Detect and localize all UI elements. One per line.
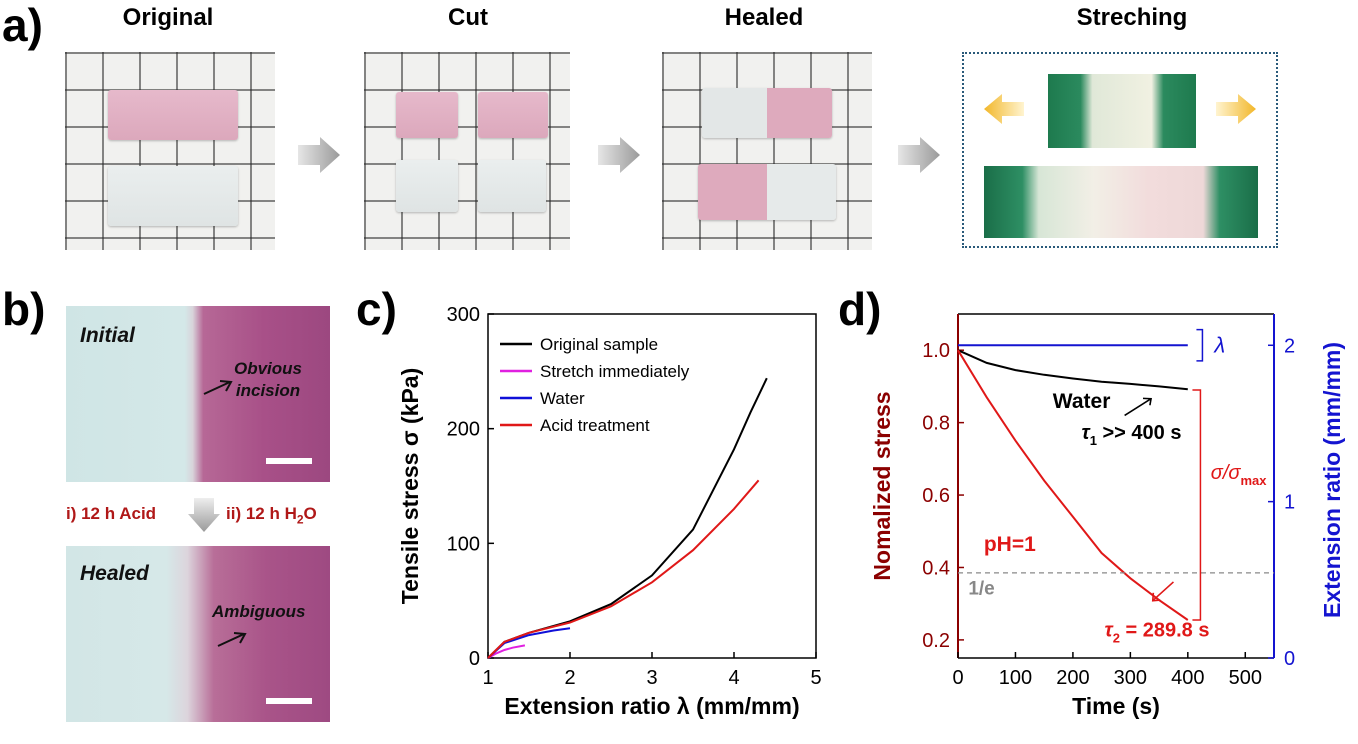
y-tick-right-label: 0 [1284,648,1295,670]
x-axis-label: Extension ratio λ (mm/mm) [504,693,799,719]
incision-label: Obvious incision [234,359,303,400]
stretch-photo-large [984,166,1258,238]
stretch-photo-small [1048,74,1196,148]
step-acid: i) 12 h Acid [66,504,157,523]
initial-label: Initial [80,324,135,347]
arrow-icon [203,380,233,395]
white-piece-left [396,160,458,212]
x-tick-label: 0 [952,667,963,689]
photo-cut [364,52,570,250]
chart-tensile: 1 2 3 4 5 0 100 200 300 Original sample Stretch i… [397,304,822,719]
arrow-right-icon [898,137,940,173]
y-tick-right-label: 2 [1284,335,1295,357]
annotation-tau1: τ1 >> 400 s [1082,422,1182,448]
x-tick-label: 500 [1229,667,1262,689]
x-tick-label: 400 [1171,667,1204,689]
photo-healed [662,52,872,250]
y-tick-label: 200 [447,419,480,441]
arrow-head-icon [1142,397,1152,406]
y-tick-left-label: 0.2 [922,630,950,652]
y-tick-left-label: 0.6 [922,485,950,507]
y-axis-right-label: Extension ratio (mm/mm) [1319,342,1345,618]
arrow-right-icon [1216,94,1256,124]
x-tick-label: 4 [728,667,739,689]
x-tick-label: 1 [482,667,493,689]
x-tick-label: 300 [1114,667,1147,689]
arrow-icon [1124,398,1151,417]
pink-piece-right [478,92,548,138]
arrow-head-icon [1151,592,1161,602]
arrow-right-icon [598,137,640,173]
y-tick-left-label: 1.0 [922,340,950,362]
lambda-bracket [1196,328,1204,362]
healed-strip-top [702,88,832,138]
series-line-stretch-immediately [487,644,526,659]
panel-d-letter: d) [838,283,882,335]
x-tick-label: 200 [1056,667,1089,689]
y-axis-left-label: Nomalized stress [869,391,895,580]
photo-title-cut: Cut [448,4,488,31]
annotation-water: Water [1053,390,1111,413]
ambiguous-label: Ambiguous [212,602,306,621]
annotation-sigma-ratio: σ/σmax [1211,462,1267,488]
legend-entry: Stretch immediately [540,362,690,381]
panel-c-letter: c) [356,283,397,335]
photo-title-original: Original [122,4,214,31]
white-piece-right [478,160,546,212]
white-strip [108,166,238,226]
x-tick-label: 3 [646,667,657,689]
y-axis-label: Tensile stress σ (kPa) [397,368,423,604]
series-line-ph-1 [957,349,1189,621]
legend-entry: Original sample [540,335,658,354]
y-tick-right-label: 1 [1284,492,1295,514]
chart-relaxation: 0 100 200 300 400 500 0.2 0.4 0.6 0.8 1.0 0 1 2 Water… [869,313,1345,719]
x-tick-label: 5 [810,667,821,689]
photo-title-streching: Streching [1076,4,1188,31]
sigma-bracket [1192,389,1202,621]
micrograph-healed: Healed Ambiguous [66,546,330,722]
x-tick-label: 100 [999,667,1032,689]
pink-strip [108,90,238,140]
arrow-icon [217,632,247,647]
healed-strip-bottom [698,164,836,220]
annotation-tau2: τ2 = 289.8 s [1105,619,1210,645]
y-tick-left-label: 0.4 [922,557,950,579]
scale-bar [266,698,312,704]
y-tick-label: 0 [469,648,480,670]
series-line-acid-treatment [487,479,760,659]
scale-bar [266,458,312,464]
annotation-ph: pH=1 [984,533,1036,556]
micrograph-initial: Initial Obvious incision [66,306,330,482]
legend-entry: Water [540,389,585,408]
photo-original [65,52,275,250]
panel-a-letter: a) [2,0,43,51]
series-line-water [957,349,1188,391]
x-tick-label: 2 [564,667,575,689]
y-tick-label: 300 [447,304,480,326]
arrow-left-icon [984,94,1024,124]
arrow-right-icon [298,137,340,173]
y-tick-left-label: 0.8 [922,413,950,435]
stretching-box [962,52,1278,248]
step-water: ii) 12 h H2O [226,504,317,527]
arrow-down-icon [188,498,220,532]
legend-entry: Acid treatment [540,416,650,435]
photo-title-healed: Healed [724,4,804,31]
y-tick-label: 100 [447,533,480,555]
annotation-inv-e: 1/e [968,579,994,600]
annotation-lambda: λ [1213,332,1225,357]
x-axis-label: Time (s) [1072,693,1160,719]
pink-piece-left [396,92,458,138]
healed-label: Healed [80,562,149,585]
arrow-icon [1152,581,1174,601]
panel-b-letter: b) [2,283,46,335]
